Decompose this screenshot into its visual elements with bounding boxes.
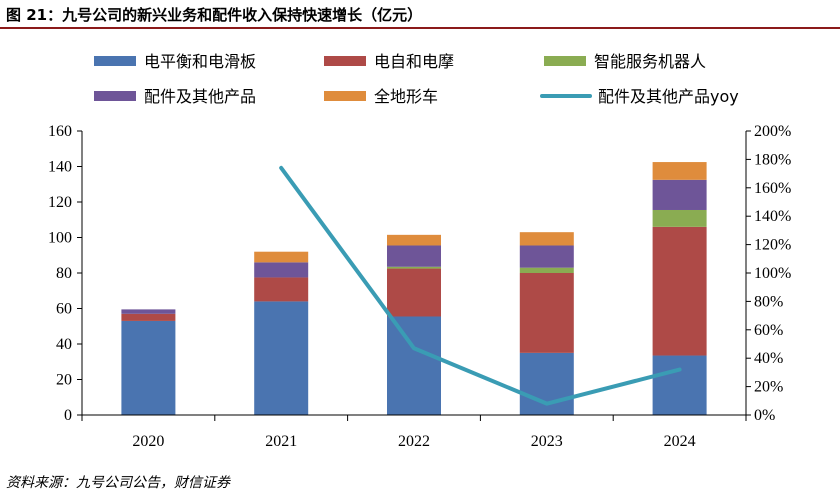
yoy-line-layer bbox=[279, 165, 682, 406]
x-tick-label-2020: 2020 bbox=[132, 433, 164, 450]
legend-label: 电自和电摩 bbox=[374, 52, 454, 71]
bar-2022-series-4 bbox=[387, 234, 441, 246]
bar-2024-series-4 bbox=[652, 162, 707, 180]
axes: 0 20 40 60 80 100 120 140 160 0% 20% 40% 60% 80% 100% 1… bbox=[48, 123, 791, 450]
y-tick-label: 20 bbox=[56, 372, 72, 389]
bar-2023-series-2 bbox=[519, 267, 574, 273]
bar-2024-series-3 bbox=[652, 179, 707, 210]
legend-label: 配件及其他产品yoy bbox=[598, 87, 739, 106]
bar-2023-series-0 bbox=[519, 352, 574, 415]
bar-2022-series-0 bbox=[387, 316, 441, 415]
y-tick-label: 40 bbox=[56, 336, 72, 353]
y2-tick-label: 20% bbox=[754, 379, 783, 396]
y2-tick-label: 180% bbox=[754, 151, 791, 168]
legend-swatch bbox=[544, 56, 586, 66]
bar-2023-series-4 bbox=[519, 232, 574, 246]
legend-swatch bbox=[94, 91, 136, 101]
legend-swatch bbox=[94, 56, 136, 66]
y-tick-label: 60 bbox=[56, 301, 72, 318]
bar-2022-series-2 bbox=[387, 266, 441, 269]
legend-label: 电平衡和电滑板 bbox=[144, 52, 256, 71]
bar-2024-series-1 bbox=[652, 226, 707, 356]
y-tick-label: 120 bbox=[48, 194, 72, 211]
source-note: 资料来源：九号公司公告，财信证券 bbox=[6, 475, 230, 491]
bar-2020-series-1 bbox=[121, 313, 176, 321]
y2-tick-label: 100% bbox=[754, 265, 791, 282]
y2-tick-label: 120% bbox=[754, 237, 791, 254]
x-tick-label-2021: 2021 bbox=[265, 433, 297, 450]
bar-2020-series-3 bbox=[121, 309, 176, 314]
y2-tick-label: 140% bbox=[754, 208, 791, 225]
y2-tick-label: 60% bbox=[754, 322, 783, 339]
bar-2021-series-1 bbox=[254, 277, 309, 302]
title-divider bbox=[0, 27, 840, 29]
legend-item-0-2: 智能服务机器人 bbox=[544, 52, 706, 71]
x-tick-label-2022: 2022 bbox=[398, 433, 430, 450]
chart-title: 图 21：九号公司的新兴业务和配件收入保持快速增长（亿元） bbox=[6, 6, 423, 24]
y2-tick-label: 0% bbox=[754, 407, 775, 424]
bar-2024-series-0 bbox=[652, 355, 707, 415]
bar-area bbox=[121, 162, 707, 415]
y2-tick-label: 200% bbox=[754, 123, 791, 140]
bar-2022-series-3 bbox=[387, 245, 441, 267]
y2-tick-label: 40% bbox=[754, 350, 783, 367]
bar-2023-series-3 bbox=[519, 245, 574, 268]
bar-2021-series-3 bbox=[254, 262, 309, 278]
bar-2020-series-0 bbox=[121, 320, 176, 415]
legend-item-0-1: 电自和电摩 bbox=[324, 52, 454, 71]
y-tick-label: 140 bbox=[48, 159, 72, 176]
bar-2022-series-1 bbox=[387, 268, 441, 317]
legend-label: 智能服务机器人 bbox=[594, 52, 706, 71]
legend-item-1-2: 配件及其他产品yoy bbox=[540, 87, 739, 106]
bar-2021-series-4 bbox=[254, 251, 309, 263]
legend-swatch bbox=[324, 56, 366, 66]
y-tick-label: 0 bbox=[64, 407, 72, 424]
x-tick-label-2023: 2023 bbox=[531, 433, 563, 450]
bar-2021-series-0 bbox=[254, 301, 309, 415]
y-tick-label: 100 bbox=[48, 230, 72, 247]
legend-item-1-0: 配件及其他产品 bbox=[94, 87, 256, 106]
x-tick-label-2024: 2024 bbox=[664, 433, 696, 450]
y-tick-label: 80 bbox=[56, 265, 72, 282]
yoy-line bbox=[279, 165, 682, 406]
legend-item-0-0: 电平衡和电滑板 bbox=[94, 52, 256, 71]
y2-tick-label: 80% bbox=[754, 293, 783, 310]
bar-2023-series-1 bbox=[519, 273, 574, 353]
legend-label: 全地形车 bbox=[374, 87, 438, 106]
bar-2024-series-2 bbox=[652, 209, 707, 227]
legend-swatch bbox=[324, 91, 366, 101]
legend-label: 配件及其他产品 bbox=[144, 87, 256, 106]
legend-item-1-1: 全地形车 bbox=[324, 87, 438, 106]
y-tick-label: 160 bbox=[48, 123, 72, 140]
y2-tick-label: 160% bbox=[754, 180, 791, 197]
